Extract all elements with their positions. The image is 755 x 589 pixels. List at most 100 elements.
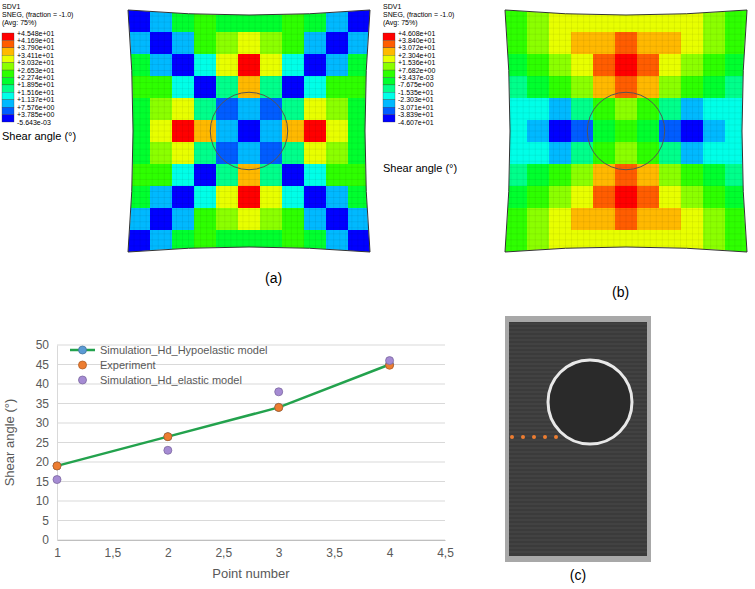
series-point xyxy=(386,357,394,365)
contour-cell xyxy=(549,76,572,99)
fabric-texture xyxy=(509,512,647,513)
punch-outline xyxy=(587,92,664,169)
colorbar-swatch xyxy=(383,107,395,114)
fabric-texture xyxy=(509,332,647,333)
fabric-texture xyxy=(509,476,647,477)
contour-cell xyxy=(194,76,217,99)
fabric-texture xyxy=(509,468,647,469)
contour-cell xyxy=(128,10,151,33)
y-tick-label: 25 xyxy=(36,436,50,450)
contour-cell xyxy=(703,76,726,99)
contour-cell xyxy=(571,208,594,231)
y-tick-label: 40 xyxy=(36,377,50,391)
y-tick: 50 xyxy=(36,338,57,352)
y-tick: 30 xyxy=(36,416,57,430)
fabric-texture xyxy=(509,496,647,497)
contour-cell xyxy=(571,54,594,77)
mesh-line xyxy=(734,10,735,252)
contour-cell xyxy=(703,208,726,231)
fabric-texture xyxy=(509,324,647,325)
contour-cell xyxy=(348,76,371,99)
colorbar-swatch xyxy=(2,77,14,84)
series-point xyxy=(275,403,283,411)
contour-cell xyxy=(571,32,594,55)
colorbar-label: +7.682e+00 xyxy=(398,67,435,74)
quantity-label: Shear angle (°) xyxy=(2,130,76,142)
colorbar-label: +1.536e+01 xyxy=(398,59,435,66)
contour-cell xyxy=(725,76,748,99)
grid-line xyxy=(57,520,445,521)
grid-line xyxy=(57,423,445,424)
fabric-texture xyxy=(509,536,647,537)
contour-cell xyxy=(593,186,616,209)
fabric-texture xyxy=(509,516,647,517)
series-point xyxy=(275,388,283,396)
y-tick-label: 5 xyxy=(42,514,49,528)
contour-cell xyxy=(703,98,726,121)
contour-cell xyxy=(216,10,239,33)
contour-cell xyxy=(505,208,528,231)
contour-cell xyxy=(172,76,195,99)
colorbar-swatch xyxy=(383,92,395,99)
contour-cells xyxy=(505,10,748,253)
colorbar-label: +1.516e+01 xyxy=(17,89,54,96)
contour-cell xyxy=(681,32,704,55)
fabric-texture xyxy=(509,328,647,329)
legend-label: Simulation_Hd_Hypoelastic model xyxy=(100,344,268,356)
grid-line xyxy=(57,442,445,443)
colorbar-swatch xyxy=(383,70,395,77)
fabric-texture xyxy=(509,492,647,493)
fabric-texture xyxy=(509,452,647,453)
fabric-texture xyxy=(509,464,647,465)
contour-cell xyxy=(216,208,239,231)
contour-cell xyxy=(527,208,550,231)
colorbar-swatch xyxy=(2,63,14,70)
x-tick: 4 xyxy=(387,540,394,560)
contour-cell xyxy=(194,230,217,253)
y-tick-label: 10 xyxy=(36,494,50,508)
mesh-line xyxy=(363,10,364,252)
colorbar-label: -3.839e+01 xyxy=(398,111,434,118)
contour-cell xyxy=(549,54,572,77)
contour-cell xyxy=(527,98,550,121)
contour-cell xyxy=(703,32,726,55)
x-tick: 4,5 xyxy=(437,540,454,560)
contour-cell xyxy=(216,230,239,253)
contour-cell xyxy=(194,54,217,77)
colorbar-swatch xyxy=(383,33,395,40)
fabric-texture xyxy=(509,484,647,485)
y-tick: 40 xyxy=(36,377,57,391)
legend-title: (Avg: 75%) xyxy=(2,19,37,27)
contour-cell xyxy=(194,10,217,33)
contour-cell xyxy=(150,54,173,77)
y-tick-label: 0 xyxy=(42,533,49,547)
y-tick-label: 45 xyxy=(36,358,50,372)
contour-cell xyxy=(326,54,349,77)
legend-title: SNEG, (fraction = -1.0) xyxy=(2,11,73,19)
x-axis-line xyxy=(58,540,446,541)
fabric-texture xyxy=(509,540,647,541)
mesh-line xyxy=(345,10,346,252)
fabric-texture xyxy=(509,500,647,501)
colorbar-label: -3.071e+01 xyxy=(398,104,434,111)
measure-dot xyxy=(510,435,514,439)
contour-cell xyxy=(150,98,173,121)
contour-cell xyxy=(505,230,528,253)
panel-label: (c) xyxy=(570,567,586,583)
fabric-texture xyxy=(509,544,647,545)
contour-cell xyxy=(703,186,726,209)
measure-dot xyxy=(521,435,525,439)
contour-cell xyxy=(549,208,572,231)
fabric-texture xyxy=(509,520,647,521)
y-tick: 0 xyxy=(42,533,57,547)
colorbar-label: +1.895e+01 xyxy=(17,81,54,88)
y-tick-label: 50 xyxy=(36,338,50,352)
contour-cell xyxy=(194,32,217,55)
series-point xyxy=(164,433,172,441)
x-tick-label: 3 xyxy=(276,546,283,560)
contour-cell xyxy=(725,98,748,121)
fabric-texture xyxy=(509,528,647,529)
colorbar-swatch xyxy=(383,115,395,122)
contour-cell xyxy=(128,98,151,121)
fabric-texture xyxy=(509,448,647,449)
